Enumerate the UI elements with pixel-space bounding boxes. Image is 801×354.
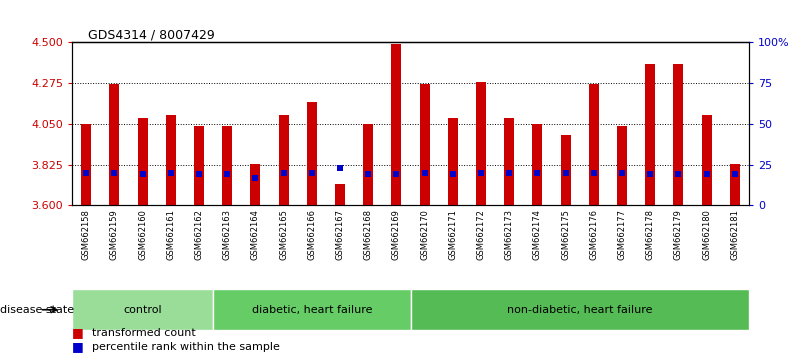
Text: GSM662169: GSM662169 [392, 209, 401, 260]
Text: GSM662178: GSM662178 [646, 209, 654, 260]
Text: GSM662162: GSM662162 [195, 209, 203, 260]
Bar [561, 135, 570, 205]
Bar [730, 164, 740, 205]
Text: GSM662159: GSM662159 [110, 209, 119, 260]
Bar [589, 84, 599, 205]
Text: disease state: disease state [0, 305, 74, 315]
Text: GSM662163: GSM662163 [223, 209, 231, 260]
Text: GSM662167: GSM662167 [336, 209, 344, 260]
Text: transformed count: transformed count [92, 328, 196, 338]
Text: GSM662180: GSM662180 [702, 209, 711, 260]
Text: GSM662173: GSM662173 [505, 209, 513, 260]
Text: GSM662175: GSM662175 [562, 209, 570, 260]
Bar [392, 44, 401, 205]
Bar [213, 289, 411, 331]
Text: GSM662174: GSM662174 [533, 209, 542, 260]
Text: ■: ■ [72, 326, 84, 339]
Bar [448, 119, 457, 205]
Bar [617, 126, 627, 205]
Bar [335, 184, 345, 205]
Text: ■: ■ [72, 341, 84, 353]
Text: GSM662166: GSM662166 [308, 209, 316, 260]
Bar [194, 126, 204, 205]
Bar [420, 84, 429, 205]
Bar [166, 115, 175, 205]
Text: percentile rank within the sample: percentile rank within the sample [92, 342, 280, 352]
Text: GSM662177: GSM662177 [618, 209, 626, 260]
Text: GSM662170: GSM662170 [420, 209, 429, 260]
Text: GSM662160: GSM662160 [138, 209, 147, 260]
Bar [81, 124, 91, 205]
Bar [222, 126, 232, 205]
Bar [279, 115, 288, 205]
Bar [307, 102, 316, 205]
Text: diabetic, heart failure: diabetic, heart failure [252, 305, 372, 315]
Text: GSM662171: GSM662171 [449, 209, 457, 260]
Text: non-diabetic, heart failure: non-diabetic, heart failure [507, 305, 653, 315]
Bar [533, 124, 542, 205]
Bar [476, 82, 486, 205]
Bar [110, 84, 119, 205]
Text: GSM662168: GSM662168 [364, 209, 372, 260]
Text: GSM662158: GSM662158 [82, 209, 91, 260]
Text: GSM662176: GSM662176 [590, 209, 598, 260]
Bar [674, 64, 683, 205]
Text: GSM662164: GSM662164 [251, 209, 260, 260]
Text: GSM662161: GSM662161 [167, 209, 175, 260]
Bar [138, 119, 147, 205]
Text: GDS4314 / 8007429: GDS4314 / 8007429 [88, 28, 215, 41]
Text: GSM662165: GSM662165 [279, 209, 288, 260]
Bar [505, 119, 514, 205]
Bar [411, 289, 749, 331]
Text: GSM662179: GSM662179 [674, 209, 683, 260]
Text: GSM662172: GSM662172 [477, 209, 485, 260]
Text: control: control [123, 305, 162, 315]
Bar [364, 124, 373, 205]
Text: GSM662181: GSM662181 [731, 209, 739, 260]
Bar [646, 64, 655, 205]
Bar [251, 164, 260, 205]
Bar [72, 289, 213, 331]
Bar [702, 115, 711, 205]
